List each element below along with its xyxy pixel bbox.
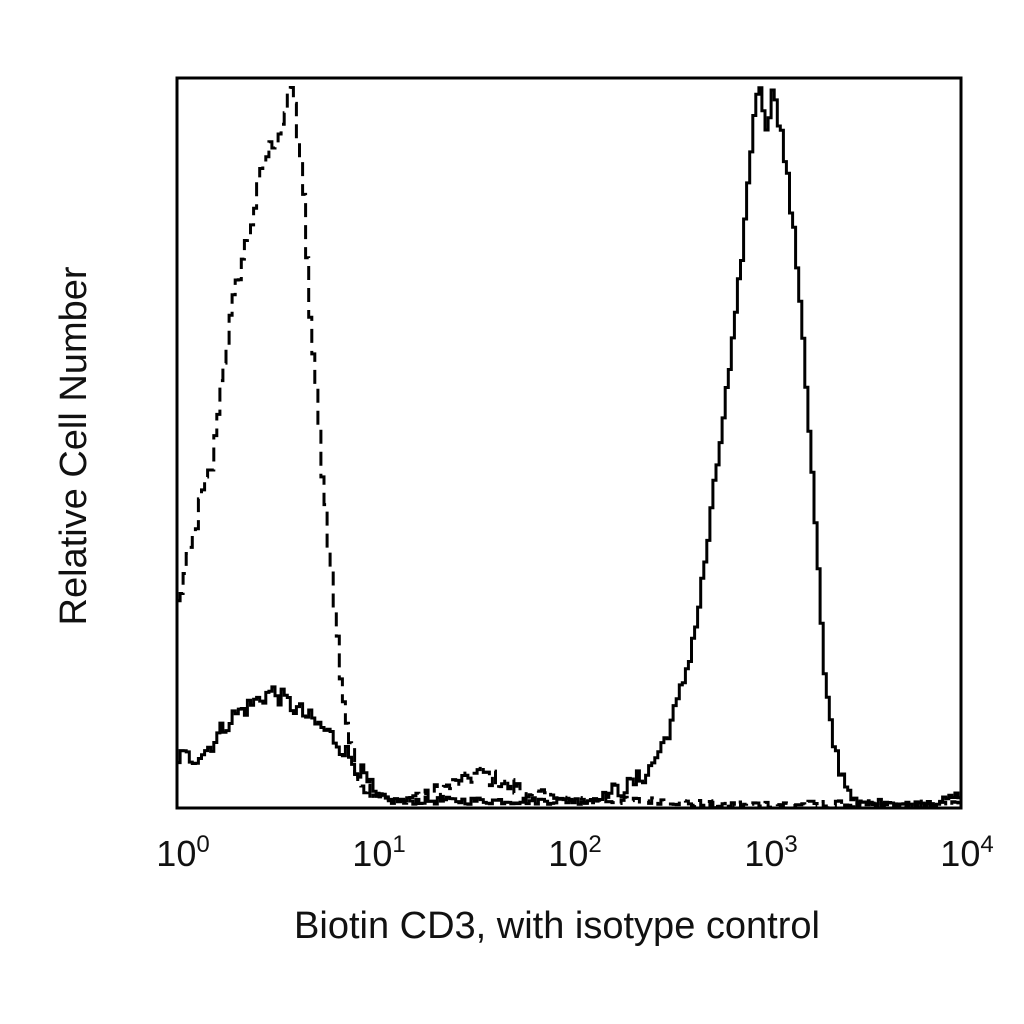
x-tick-base: 10 — [548, 833, 588, 874]
plot-frame — [175, 76, 963, 810]
series-layer — [177, 86, 963, 810]
x-tick-label: 103 — [744, 831, 797, 874]
isotype-control-histogram — [177, 86, 961, 810]
x-tick-base: 10 — [156, 833, 196, 874]
x-tick-base: 10 — [940, 833, 980, 874]
x-tick-exponent: 4 — [980, 831, 993, 858]
x-tick-exponent: 3 — [784, 831, 797, 858]
x-tick-label: 102 — [548, 831, 601, 874]
y-axis-title: Relative Cell Number — [53, 266, 95, 625]
x-tick-base: 10 — [352, 833, 392, 874]
x-tick-label: 101 — [352, 831, 405, 874]
cd3-histogram — [177, 86, 963, 810]
x-tick-label: 104 — [940, 831, 993, 874]
x-tick-exponent: 2 — [588, 831, 601, 858]
x-tick-exponent: 0 — [196, 831, 209, 858]
x-tick-label: 100 — [156, 831, 209, 874]
x-tick-labels: 100 101 102 103 104 — [156, 831, 993, 874]
x-tick-base: 10 — [744, 833, 784, 874]
x-tick-exponent: 1 — [392, 831, 405, 858]
x-axis-title: Biotin CD3, with isotype control — [294, 905, 820, 947]
